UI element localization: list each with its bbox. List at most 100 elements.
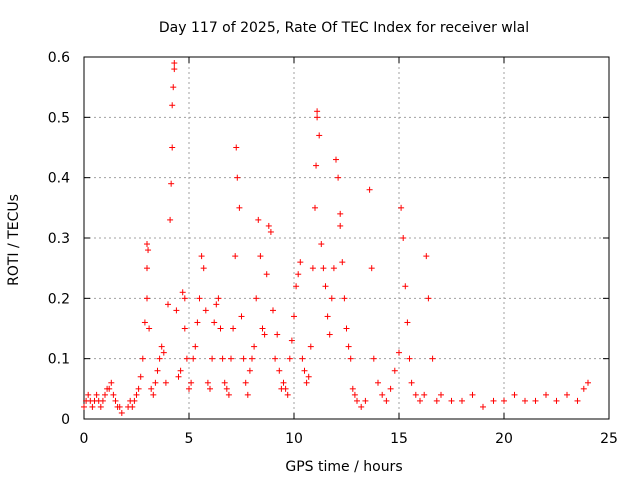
data-point: [202, 307, 209, 314]
chart-title: Day 117 of 2025, Rate Of TEC Index for r…: [159, 20, 529, 36]
data-point: [320, 265, 327, 272]
data-point: [204, 379, 211, 386]
data-point: [93, 391, 100, 398]
data-point: [209, 355, 216, 362]
data-point: [335, 174, 342, 181]
data-point: [230, 325, 237, 332]
data-point: [146, 325, 153, 332]
data-point: [238, 313, 245, 320]
data-point: [276, 367, 283, 374]
data-point: [175, 373, 182, 380]
data-point: [177, 367, 184, 374]
data-point: [162, 379, 169, 386]
data-point: [564, 391, 570, 398]
data-point: [179, 289, 186, 296]
data-point: [173, 307, 180, 314]
data-point: [404, 319, 411, 326]
data-point: [396, 349, 402, 356]
data-point: [362, 397, 369, 404]
data-point: [131, 397, 138, 404]
data-point: [183, 355, 190, 362]
data-point: [341, 295, 348, 302]
data-point: [511, 391, 518, 398]
x-tick-label: 10: [285, 431, 303, 447]
data-point: [366, 186, 373, 193]
data-point: [168, 180, 175, 187]
data-point: [211, 319, 218, 326]
data-point: [225, 391, 232, 398]
data-point: [532, 397, 539, 404]
data-point: [133, 391, 140, 398]
data-point: [299, 355, 306, 362]
data-point: [106, 385, 113, 392]
data-point: [402, 283, 409, 290]
data-point: [480, 403, 486, 410]
data-point: [330, 265, 337, 272]
data-point: [288, 337, 295, 344]
data-point: [139, 355, 146, 362]
data-point: [181, 325, 188, 332]
data-point: [257, 253, 264, 260]
data-point: [425, 295, 432, 302]
data-point: [255, 216, 262, 223]
x-tick-label: 20: [495, 431, 513, 447]
data-point: [387, 385, 394, 392]
data-point: [249, 355, 255, 362]
data-point: [433, 397, 440, 404]
data-point: [169, 144, 176, 151]
y-tick-label: 0.2: [48, 291, 70, 307]
y-tick-label: 0.4: [48, 171, 70, 187]
data-point: [156, 355, 163, 362]
data-point: [423, 253, 430, 260]
data-point: [154, 367, 161, 374]
x-tick-label: 25: [600, 431, 618, 447]
data-point: [580, 385, 587, 392]
data-point: [322, 283, 329, 290]
data-point: [234, 174, 241, 181]
data-point: [383, 397, 390, 404]
data-point: [324, 313, 331, 320]
data-point: [438, 391, 444, 398]
data-point: [295, 271, 302, 278]
data-point: [263, 271, 270, 278]
data-point: [233, 144, 240, 151]
data-point: [148, 385, 155, 392]
data-point: [192, 343, 199, 350]
data-point: [375, 379, 381, 386]
data-point: [448, 397, 455, 404]
data-point: [171, 60, 178, 67]
data-point: [280, 379, 287, 386]
data-point: [188, 379, 195, 386]
data-point: [293, 283, 300, 290]
data-point: [213, 301, 220, 308]
data-point: [297, 259, 304, 266]
data-point: [490, 397, 497, 404]
data-point: [370, 355, 377, 362]
y-tick-label: 0.1: [48, 352, 70, 368]
data-point: [309, 265, 316, 272]
data-point: [198, 253, 205, 260]
data-point: [259, 325, 266, 332]
data-point: [585, 379, 591, 386]
data-point: [144, 265, 150, 272]
data-point: [116, 403, 123, 410]
data-point: [314, 108, 321, 115]
data-point: [135, 385, 142, 392]
data-point: [417, 397, 423, 404]
data-point: [196, 295, 203, 302]
data-point: [244, 391, 251, 398]
data-point: [543, 391, 549, 398]
x-axis-ticks: 0 5 10 15 20 25: [80, 57, 618, 447]
data-point: [391, 367, 398, 374]
data-point: [282, 385, 289, 392]
data-point: [152, 379, 159, 386]
data-point: [246, 367, 253, 374]
data-point: [158, 343, 165, 350]
data-point: [89, 403, 96, 410]
data-point: [358, 403, 365, 410]
data-point: [459, 397, 465, 404]
data-point: [412, 391, 419, 398]
data-point: [301, 367, 308, 374]
data-point: [265, 222, 272, 229]
